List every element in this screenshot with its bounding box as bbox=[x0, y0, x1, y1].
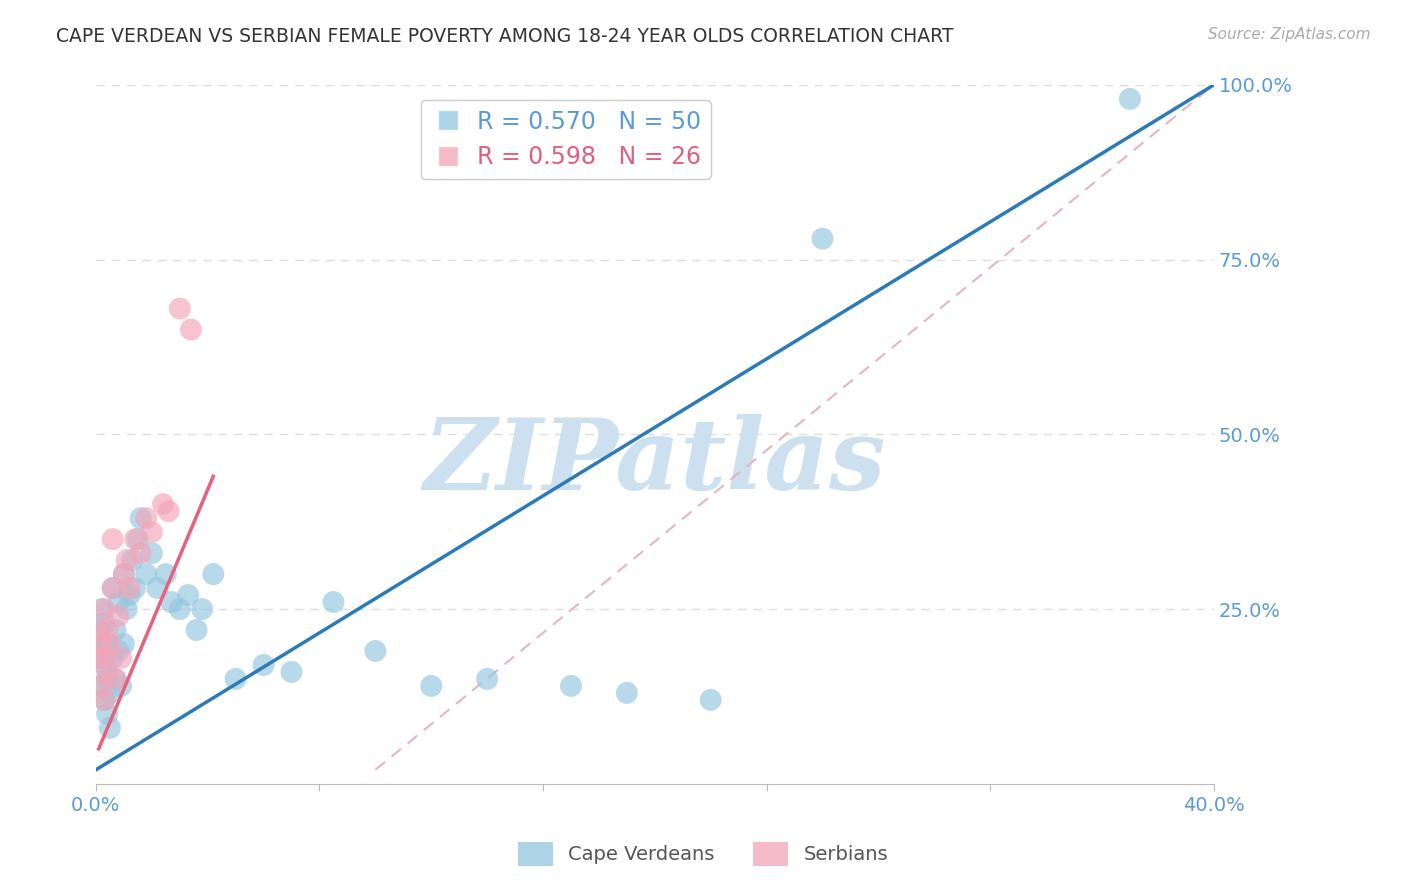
Point bbox=[96, 706, 118, 721]
Point bbox=[93, 693, 115, 707]
Point bbox=[127, 532, 149, 546]
Point bbox=[322, 595, 344, 609]
Point bbox=[87, 623, 110, 637]
Point bbox=[90, 637, 112, 651]
Point bbox=[101, 532, 124, 546]
Point bbox=[87, 623, 110, 637]
Point bbox=[118, 588, 141, 602]
Point bbox=[225, 672, 247, 686]
Legend: R = 0.570   N = 50, R = 0.598   N = 26: R = 0.570 N = 50, R = 0.598 N = 26 bbox=[420, 100, 711, 179]
Point bbox=[252, 657, 274, 672]
Point bbox=[90, 679, 112, 693]
Point bbox=[115, 553, 138, 567]
Text: Source: ZipAtlas.com: Source: ZipAtlas.com bbox=[1208, 27, 1371, 42]
Point bbox=[110, 651, 132, 665]
Point bbox=[699, 693, 721, 707]
Point bbox=[107, 609, 129, 624]
Point bbox=[90, 637, 112, 651]
Point bbox=[811, 232, 834, 246]
Point bbox=[96, 637, 118, 651]
Point bbox=[104, 672, 127, 686]
Point bbox=[129, 546, 152, 560]
Point bbox=[475, 672, 498, 686]
Point bbox=[87, 651, 110, 665]
Point bbox=[152, 497, 174, 511]
Point bbox=[121, 553, 143, 567]
Point bbox=[90, 679, 112, 693]
Point bbox=[101, 651, 124, 665]
Point bbox=[115, 602, 138, 616]
Point bbox=[169, 602, 191, 616]
Point bbox=[146, 581, 169, 595]
Point bbox=[141, 525, 163, 540]
Point bbox=[101, 581, 124, 595]
Point bbox=[186, 623, 208, 637]
Point bbox=[364, 644, 387, 658]
Point bbox=[135, 567, 157, 582]
Point bbox=[87, 651, 110, 665]
Point bbox=[616, 686, 638, 700]
Point bbox=[560, 679, 582, 693]
Point bbox=[160, 595, 183, 609]
Point bbox=[98, 721, 121, 735]
Point bbox=[93, 651, 115, 665]
Point bbox=[129, 511, 152, 525]
Point bbox=[202, 567, 225, 582]
Point bbox=[1119, 92, 1142, 106]
Text: ZIPatlas: ZIPatlas bbox=[423, 414, 886, 510]
Point bbox=[177, 588, 200, 602]
Point bbox=[98, 686, 121, 700]
Point bbox=[93, 657, 115, 672]
Point bbox=[118, 581, 141, 595]
Point bbox=[110, 679, 132, 693]
Point bbox=[155, 567, 177, 582]
Point bbox=[107, 644, 129, 658]
Point bbox=[104, 623, 127, 637]
Point bbox=[180, 322, 202, 336]
Legend: Cape Verdeans, Serbians: Cape Verdeans, Serbians bbox=[510, 834, 896, 873]
Point bbox=[93, 615, 115, 630]
Point bbox=[124, 532, 146, 546]
Point bbox=[191, 602, 214, 616]
Point bbox=[107, 595, 129, 609]
Point bbox=[112, 637, 135, 651]
Point bbox=[93, 602, 115, 616]
Point bbox=[112, 567, 135, 582]
Point bbox=[157, 504, 180, 518]
Point bbox=[420, 679, 443, 693]
Point bbox=[141, 546, 163, 560]
Point bbox=[280, 665, 302, 679]
Point bbox=[90, 602, 112, 616]
Point bbox=[169, 301, 191, 316]
Text: CAPE VERDEAN VS SERBIAN FEMALE POVERTY AMONG 18-24 YEAR OLDS CORRELATION CHART: CAPE VERDEAN VS SERBIAN FEMALE POVERTY A… bbox=[56, 27, 953, 45]
Point bbox=[96, 672, 118, 686]
Point bbox=[96, 623, 118, 637]
Point bbox=[101, 581, 124, 595]
Point bbox=[112, 567, 135, 582]
Point bbox=[96, 665, 118, 679]
Point bbox=[93, 693, 115, 707]
Point bbox=[98, 637, 121, 651]
Point bbox=[124, 581, 146, 595]
Point bbox=[135, 511, 157, 525]
Point bbox=[104, 672, 127, 686]
